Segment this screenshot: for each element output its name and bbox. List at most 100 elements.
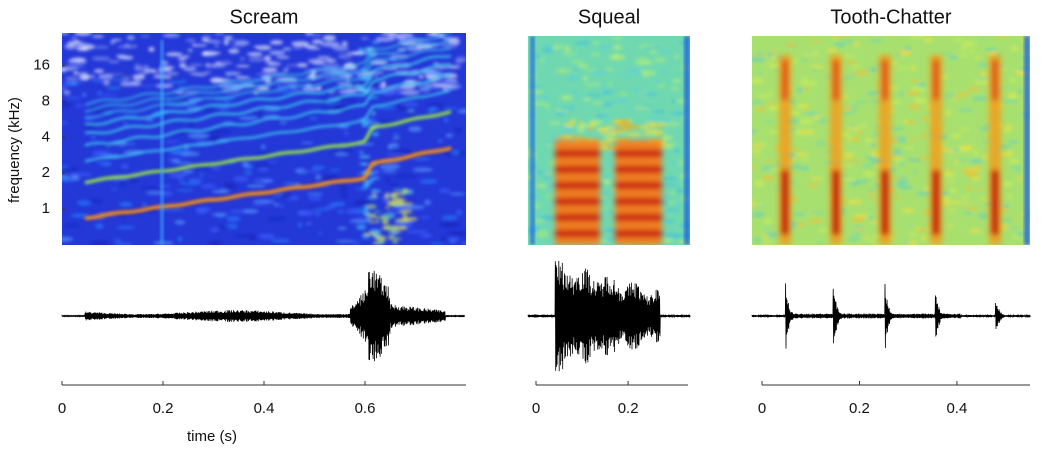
spectrogram-texture — [450, 149, 460, 156]
spectrogram-texture — [562, 52, 576, 56]
spectrogram-texture — [148, 46, 155, 52]
spectrogram-texture — [392, 225, 408, 231]
spectrogram-texture — [840, 152, 855, 159]
spectrogram-texture — [796, 87, 804, 93]
spectrogram-texture — [165, 78, 184, 81]
spectrogram-texture — [971, 96, 988, 101]
spectrogram-texture — [965, 206, 979, 211]
spectrogram-texture — [1008, 226, 1019, 230]
spectrogram-texture — [360, 36, 370, 41]
spectrogram-texture — [226, 215, 241, 222]
spectrogram-texture — [906, 240, 919, 245]
spectrogram-texture — [888, 127, 905, 130]
spectrogram-texture — [528, 183, 531, 189]
spectrogram-texture — [113, 238, 122, 243]
spectrogram-texture — [803, 53, 814, 56]
spectrogram-texture — [596, 127, 610, 134]
spectrogram-texture — [65, 76, 79, 82]
spectrogram-texture — [949, 187, 957, 194]
spectrogram-texture — [402, 213, 408, 219]
energy-block — [615, 140, 662, 245]
x-tick-label: 0.2 — [153, 400, 174, 417]
spectrogram-texture — [675, 54, 680, 59]
spectrogram-texture — [903, 147, 915, 150]
spectrogram-texture — [208, 241, 223, 245]
spectrogram-texture — [573, 67, 581, 71]
spectrogram-texture — [280, 193, 293, 199]
edge-band — [684, 36, 690, 245]
spectrogram-texture — [752, 203, 759, 207]
spectrogram-texture — [204, 63, 222, 68]
spectrogram-texture — [337, 226, 347, 230]
spectrogram-texture — [546, 143, 552, 147]
spectrogram-texture — [644, 121, 657, 125]
spectrogram-texture — [117, 45, 135, 49]
spectrogram-texture — [428, 242, 445, 245]
spectrogram-texture — [457, 108, 466, 114]
spectrogram-texture — [211, 78, 229, 84]
spectrogram-texture — [808, 218, 823, 224]
spectrogram-texture — [534, 54, 540, 59]
spectrogram-texture — [438, 188, 451, 194]
spectrogram-texture — [796, 103, 809, 109]
spectrogram-texture — [752, 129, 759, 135]
spectrogram-texture — [420, 216, 431, 219]
spectrogram-texture — [896, 179, 908, 186]
spectrogram-texture — [807, 183, 819, 188]
spectrogram-texture — [752, 98, 763, 105]
spectrogram-texture — [765, 93, 774, 97]
spectrogram-texture — [899, 162, 905, 166]
spectrogram-texture — [826, 48, 838, 54]
spectrogram-texture — [961, 168, 978, 174]
spectrogram-texture — [211, 166, 222, 170]
spectrogram-texture — [673, 148, 680, 153]
spectrogram-texture — [233, 175, 249, 182]
spectrogram-texture — [389, 195, 398, 199]
spectrogram-texture — [338, 53, 352, 60]
spectrogram-texture — [972, 176, 981, 181]
spectrogram-texture — [1000, 128, 1011, 133]
spectrogram-texture — [941, 200, 952, 206]
x-tick-label: 0 — [58, 400, 66, 417]
spectrogram-texture — [802, 87, 810, 91]
spectrogram-texture — [678, 113, 685, 116]
spectrogram-texture — [752, 238, 762, 243]
spectrogram-texture — [175, 161, 193, 165]
spectrogram-texture — [311, 207, 331, 211]
spectrogram-texture — [387, 234, 395, 238]
spectrogram-texture — [968, 49, 974, 53]
spectrogram-texture — [186, 178, 205, 181]
y-tick-label: 4 — [42, 128, 50, 145]
energy-band — [615, 166, 662, 173]
spectrogram-texture — [66, 96, 82, 100]
spectrogram-texture — [447, 236, 460, 243]
spectrogram-texture — [1007, 93, 1017, 99]
spectrogram-texture — [425, 70, 443, 76]
spectrogram-texture — [947, 180, 954, 183]
spectrogram-texture — [91, 56, 111, 61]
spectrogram-texture — [333, 48, 349, 52]
spectrogram-texture — [964, 211, 973, 215]
spectrogram-texture — [948, 168, 954, 172]
spectrogram-texture — [396, 33, 414, 38]
spectrogram-texture — [540, 215, 555, 221]
spectrogram-texture — [439, 221, 460, 228]
spectrogram-texture — [800, 58, 810, 63]
spectrogram-texture — [555, 111, 566, 116]
spectrogram-texture — [791, 157, 797, 161]
spectrogram-texture — [948, 55, 959, 60]
spectrogram-texture — [445, 133, 454, 138]
spectrogram-texture — [842, 94, 849, 100]
spectrogram-texture — [372, 241, 385, 245]
spectrogram-texture — [318, 231, 323, 235]
spectrogram-texture — [210, 227, 220, 233]
spectrogram-texture — [189, 120, 194, 126]
spectrogram-texture — [661, 176, 678, 181]
spectrogram-texture — [1014, 216, 1020, 219]
spectrogram-texture — [968, 228, 982, 234]
spectrogram-texture — [898, 50, 912, 57]
spectrogram-texture — [1000, 98, 1016, 104]
spectrogram-texture — [400, 90, 420, 96]
spectrogram-texture — [974, 79, 990, 85]
spectrogram-texture — [322, 34, 336, 41]
